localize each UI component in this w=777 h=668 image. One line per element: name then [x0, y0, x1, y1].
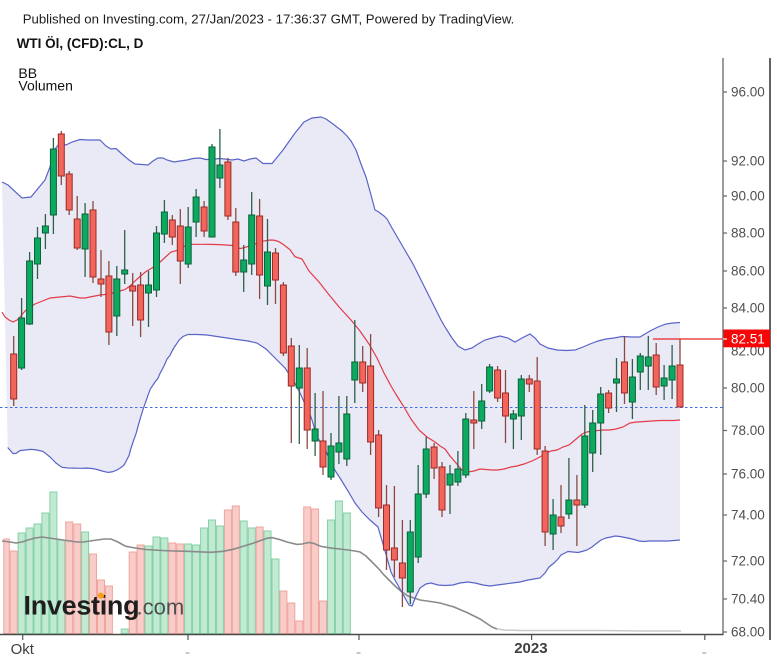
svg-text:96.00: 96.00: [731, 85, 765, 100]
svg-text:86.00: 86.00: [731, 264, 765, 279]
svg-text:92.00: 92.00: [731, 154, 765, 169]
svg-text:2023: 2023: [514, 640, 547, 657]
svg-text:Okt: Okt: [11, 641, 35, 658]
svg-text:80.00: 80.00: [731, 381, 765, 396]
svg-text:Investing: Investing: [24, 591, 140, 621]
svg-text:88.00: 88.00: [731, 226, 765, 241]
svg-text:.com: .com: [137, 595, 185, 620]
svg-text:78.00: 78.00: [731, 423, 765, 438]
svg-text:Volumen: Volumen: [18, 78, 72, 94]
svg-text:74.00: 74.00: [731, 508, 765, 523]
svg-text:82.51: 82.51: [731, 332, 765, 347]
svg-text:68.00: 68.00: [731, 625, 765, 640]
svg-text:76.00: 76.00: [731, 467, 765, 482]
svg-text:70.40: 70.40: [731, 592, 765, 607]
svg-text:WTI Öl, (CFD):CL, D: WTI Öl, (CFD):CL, D: [17, 36, 144, 51]
svg-text:72.00: 72.00: [731, 554, 765, 569]
svg-text:90.00: 90.00: [731, 189, 765, 204]
svg-text:84.00: 84.00: [731, 301, 765, 316]
svg-text:Published on Investing.com, 27: Published on Investing.com, 27/Jan/2023 …: [23, 12, 515, 27]
svg-text:BB: BB: [18, 65, 37, 81]
